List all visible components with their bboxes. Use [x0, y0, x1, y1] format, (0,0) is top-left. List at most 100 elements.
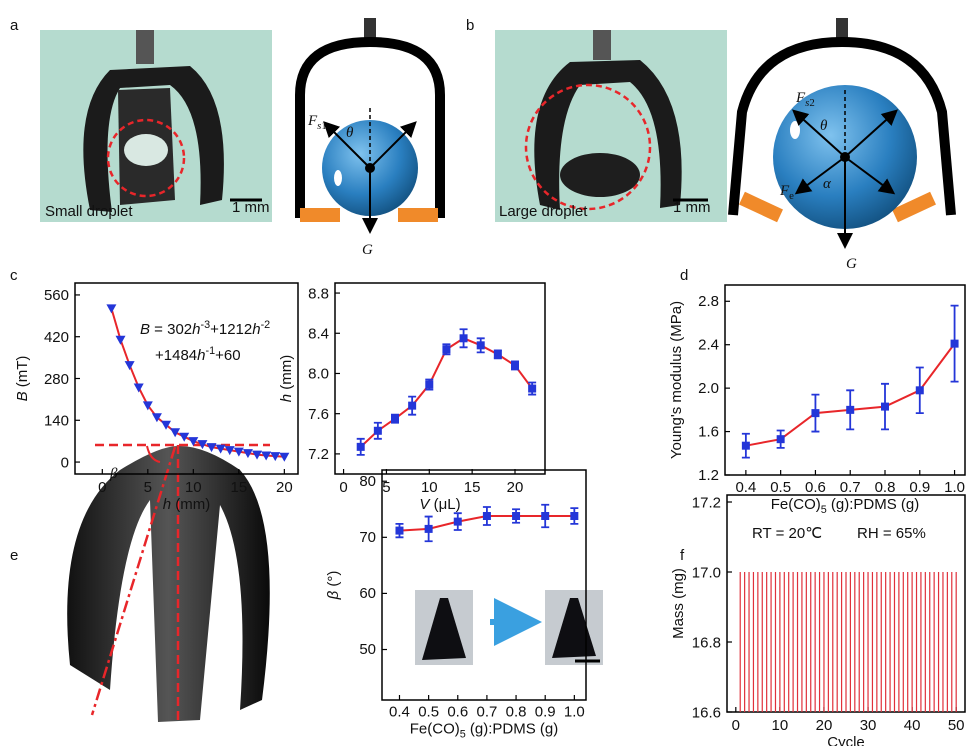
y-tick-label: 0 [61, 454, 69, 471]
y-tick-label: 8.0 [308, 366, 329, 383]
x-tick-label: 20 [507, 479, 524, 496]
x-tick-label: 10 [185, 479, 202, 496]
angle-label: α [823, 176, 832, 192]
marker [482, 512, 491, 520]
marker [279, 452, 290, 462]
x-axis-label: h (mm) [163, 496, 211, 513]
marker [142, 401, 153, 411]
y-tick-label: 80 [359, 473, 376, 490]
y-tick-label: 1.2 [698, 467, 719, 484]
x-tick-label: 40 [904, 717, 921, 734]
label-part: Cycle [827, 734, 865, 746]
x-axis-label: V (μL) [419, 496, 460, 513]
label-part: 5 [460, 729, 466, 741]
y-tick-label: 280 [44, 371, 69, 388]
y-tick-label: 2.8 [698, 293, 719, 310]
angle-label: θ [346, 125, 354, 141]
label-part: B [140, 321, 150, 338]
marker [252, 450, 263, 460]
x-tick-label: 0.8 [875, 479, 896, 496]
label-part: h [278, 394, 295, 402]
x-tick-label: 0.8 [506, 704, 527, 721]
x-tick-label: 0.5 [770, 479, 791, 496]
weight-label: G [846, 256, 857, 272]
label-part: (μL) [429, 496, 460, 513]
marker [261, 451, 272, 461]
marker [459, 334, 468, 343]
marker [915, 386, 924, 395]
label-part: β [325, 590, 342, 600]
marker [570, 512, 579, 520]
x-tick-label: 0.5 [418, 704, 439, 721]
y-tick-label: 420 [44, 329, 69, 346]
marker [493, 350, 502, 359]
x-tick-label: 0.7 [476, 704, 497, 721]
label-part: (g):PDMS (g) [827, 496, 920, 513]
marker [846, 405, 855, 414]
marker [776, 435, 785, 444]
y-tick-label: 560 [44, 287, 69, 304]
y-tick-label: 16.8 [692, 634, 721, 651]
marker [811, 409, 820, 418]
label-part: h [163, 496, 171, 513]
plot-frame [334, 282, 546, 475]
label-part: h [252, 321, 260, 338]
photo-label: Large droplet [499, 203, 588, 220]
label-part: (°) [325, 571, 342, 591]
marker [356, 442, 365, 451]
y-tick-label: 50 [359, 641, 376, 658]
marker [179, 432, 190, 442]
marker [511, 361, 519, 370]
marker [425, 380, 434, 389]
marker [215, 444, 226, 454]
y-axis-label: β (°) [325, 571, 342, 601]
force-label: Fe [779, 183, 794, 202]
x-tick-label: 20 [276, 479, 293, 496]
weight-label: G [362, 242, 373, 258]
label-part: B [14, 391, 31, 401]
x-tick-label: 0.7 [840, 479, 861, 496]
marker [950, 339, 959, 348]
label-part: h [192, 321, 200, 338]
marker [188, 437, 199, 447]
x-tick-label: 30 [860, 717, 877, 734]
marker [424, 524, 433, 533]
label-part: RH = 65% [857, 525, 926, 542]
x-tick-label: 0.4 [735, 479, 756, 496]
marker [170, 428, 181, 438]
x-tick-label: 20 [816, 717, 833, 734]
x-tick-label: 0 [98, 479, 106, 496]
y-tick-label: 140 [44, 413, 69, 430]
diagram-small [295, 18, 445, 234]
label-part: V [419, 496, 431, 513]
label-part: = 302 [150, 321, 192, 338]
marker [453, 517, 462, 526]
panel-letter: e [10, 547, 18, 564]
diagram-large [728, 18, 956, 249]
marker [151, 413, 162, 423]
marker [476, 341, 485, 350]
x-tick-label: 0.9 [909, 479, 930, 496]
plot-frame [381, 469, 587, 701]
x-tick-label: 0 [339, 479, 347, 496]
y-tick-label: 7.2 [308, 446, 329, 463]
force-label: Fs2 [795, 90, 815, 109]
label-part: Fe(CO) [771, 496, 821, 513]
marker [197, 440, 208, 450]
x-tick-label: 0 [732, 717, 740, 734]
label-part: (mT) [14, 356, 31, 392]
y-tick-label: 16.6 [692, 704, 721, 721]
label-part: F [779, 183, 790, 199]
label-part: F [795, 90, 806, 106]
x-axis-label: Fe(CO)5 (g):PDMS (g) [410, 721, 559, 741]
plot-frame [724, 284, 966, 476]
label-part: -3 [200, 319, 210, 331]
label-part: h [197, 347, 205, 364]
label-part: +1484 [155, 347, 197, 364]
panel-letter: a [10, 17, 19, 34]
annotation: B = 302h-3+1212h-2 [140, 319, 270, 338]
marker [881, 402, 889, 411]
annotation: RT = 20℃ [752, 525, 822, 542]
panel-letter: c [10, 267, 18, 284]
